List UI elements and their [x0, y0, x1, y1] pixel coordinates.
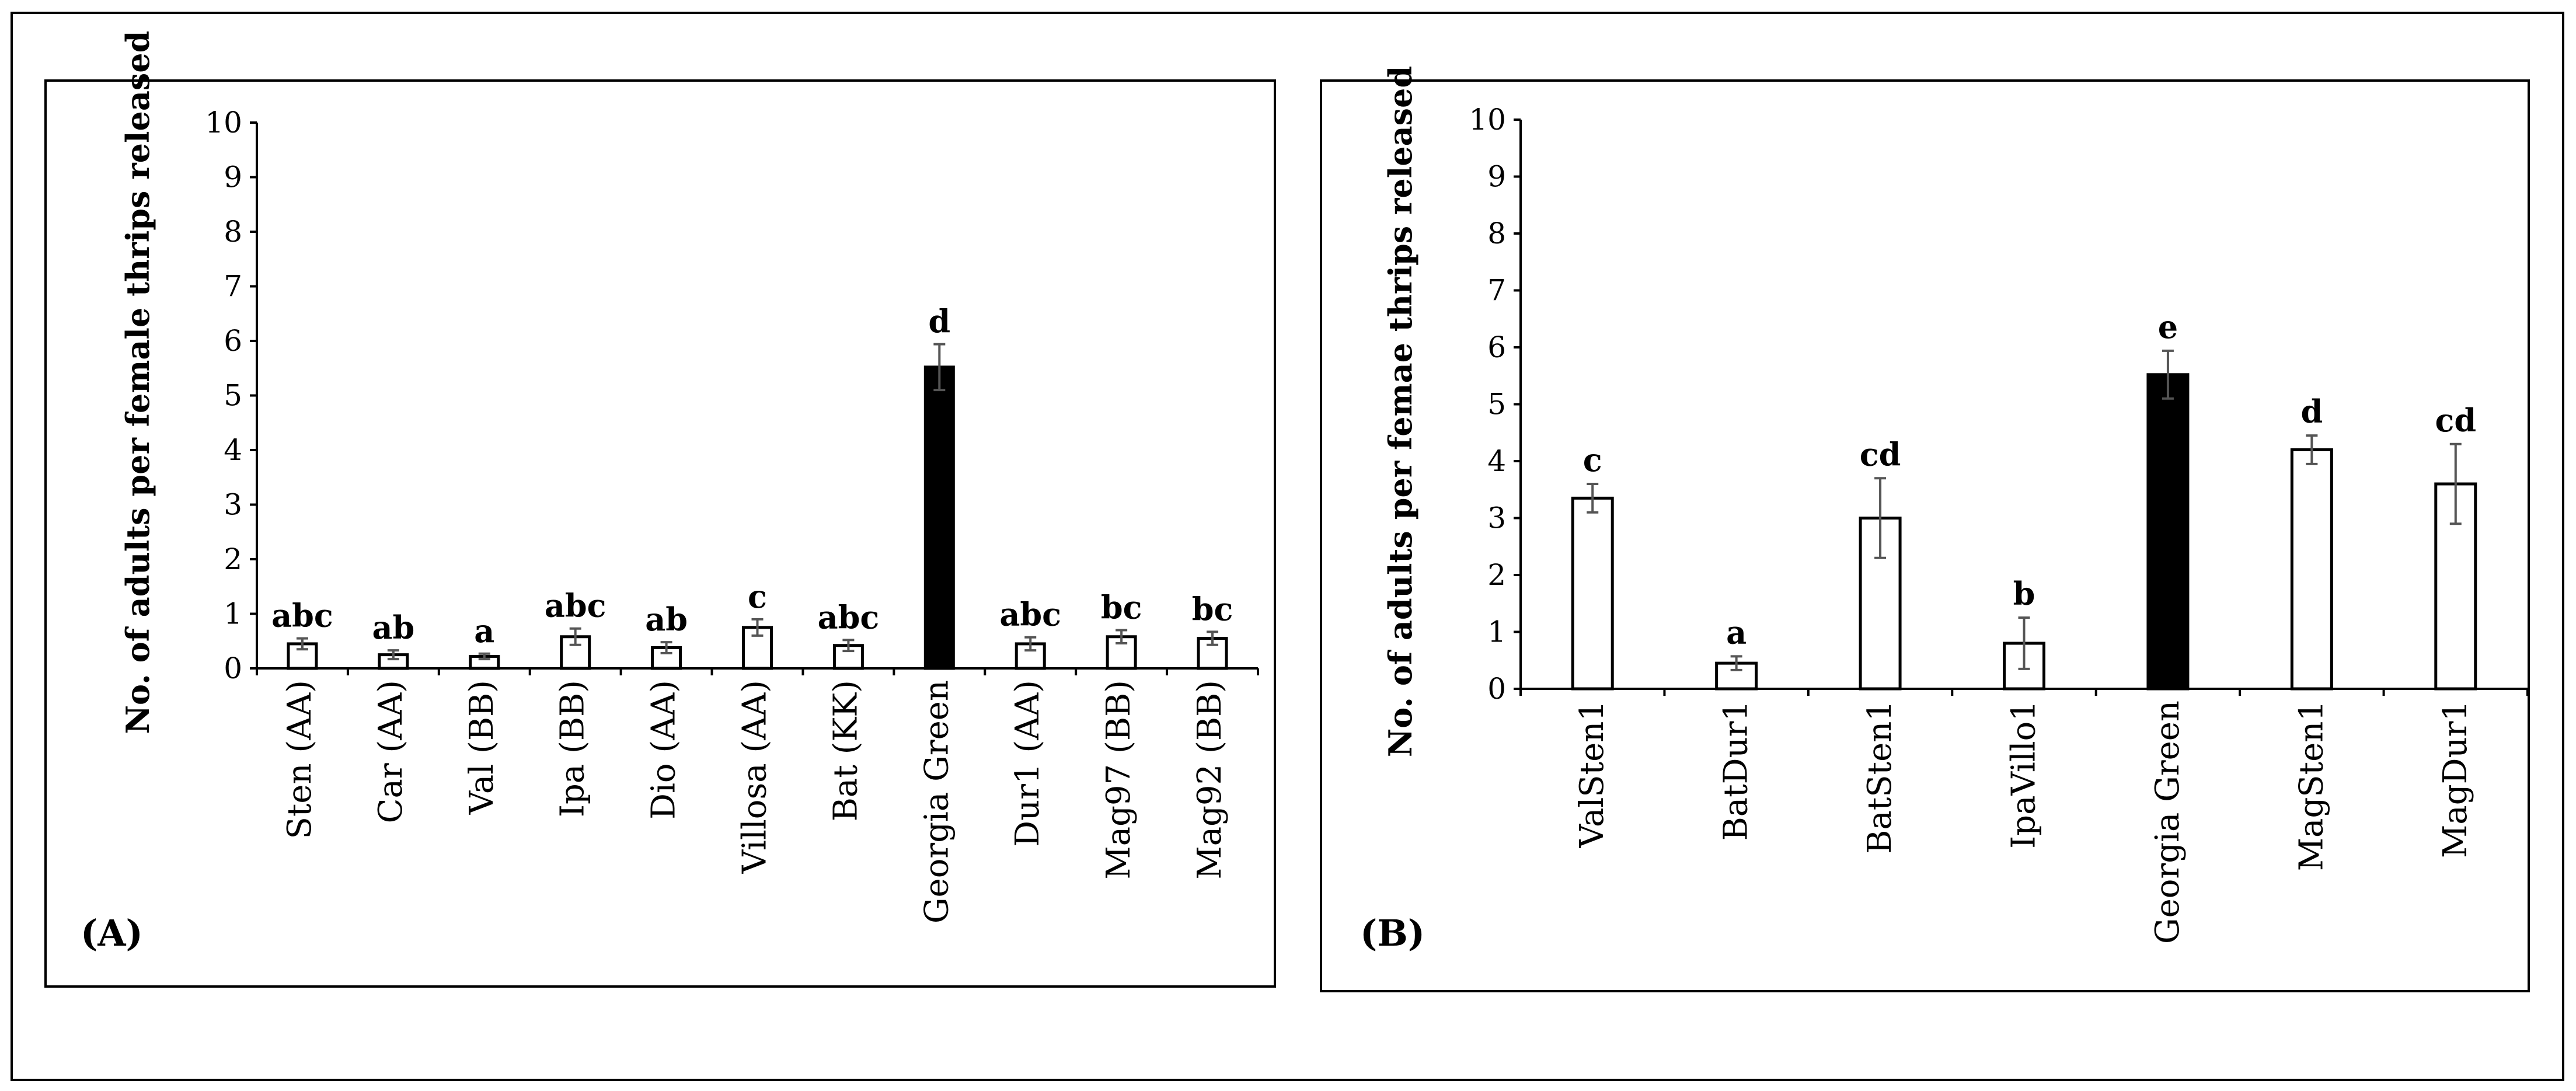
chart-a-significance-label: ab — [645, 601, 688, 638]
chart-b-category-label: MagSten1 — [2292, 700, 2330, 871]
chart-a-y-tick-label: 5 — [224, 379, 242, 413]
chart-b-bar — [1571, 496, 1614, 691]
chart-a-y-tick-label: 9 — [224, 161, 242, 194]
chart-b-category-label: ValSten1 — [1573, 700, 1611, 848]
chart-b-y-tick-label: 2 — [1487, 558, 1506, 592]
chart-b-category-label: BatDur1 — [1717, 700, 1755, 841]
chart-a-category-label: Georgia Green — [918, 680, 956, 923]
chart-b-y-tick-label: 1 — [1487, 615, 1506, 649]
chart-a-significance-label: d — [928, 303, 950, 340]
chart-a-category-label: Dur1 (AA) — [1009, 680, 1047, 847]
chart-a-category-label: Bat (KK) — [827, 680, 865, 821]
chart-a-significance-label: abc — [271, 597, 333, 635]
chart-a-category-label: Dio (AA) — [645, 680, 683, 820]
chart-a-y-tick-label: 6 — [224, 324, 242, 358]
chart-a-significance-label: c — [748, 578, 767, 615]
chart-b: No. of adults per femae thrips released … — [1360, 66, 2529, 954]
chart-a-significance-label: abc — [999, 596, 1061, 633]
chart-a-category-label: Sten (AA) — [281, 680, 319, 839]
chart-a-y-axis-label: No. of adults per female thrips released — [119, 31, 156, 734]
chart-b-y-tick-label: 0 — [1487, 672, 1506, 706]
chart-a-y-tick-label: 7 — [224, 270, 242, 304]
chart-b-category-label: Georgia Green — [2149, 700, 2187, 944]
chart-b-significance-label: e — [2158, 308, 2178, 346]
chart-b-y-tick-label: 9 — [1487, 160, 1506, 194]
chart-b-significance-label: b — [2013, 575, 2035, 612]
chart-b-significance-label: d — [2300, 393, 2323, 430]
chart-a-y-tick-label: 4 — [224, 433, 242, 467]
chart-b-significance-label: cd — [1860, 435, 1901, 473]
chart-a-y-tick-label: 1 — [224, 597, 242, 631]
chart-b-y-tick-label: 3 — [1487, 501, 1506, 535]
chart-b-y-tick-label: 5 — [1487, 388, 1506, 421]
chart-a-y-tick-label: 2 — [224, 542, 242, 576]
chart-b-bar — [2146, 373, 2190, 691]
chart-a-category-label: Mag92 (BB) — [1191, 680, 1229, 880]
chart-a-bar — [923, 365, 955, 670]
chart-b-panel-label: (B) — [1360, 912, 1425, 954]
chart-a-category-label: Val (BB) — [463, 680, 501, 815]
chart-b-y-tick-label: 10 — [1469, 103, 1506, 137]
chart-b-bar — [2290, 448, 2333, 691]
chart-b-category-label: BatSten1 — [1861, 700, 1899, 854]
chart-b-significance-label: a — [1726, 614, 1747, 651]
chart-a-y-tick-label: 8 — [224, 215, 242, 249]
chart-a-category-label: Ipa (BB) — [554, 680, 592, 817]
chart-a-category-label: Car (AA) — [372, 680, 410, 823]
chart-a-category-label: Villosa (AA) — [736, 680, 774, 874]
chart-a-significance-label: a — [474, 612, 494, 650]
chart-a-y-tick-label: 0 — [224, 651, 242, 685]
chart-a-bar — [560, 635, 591, 670]
chart-a-significance-label: bc — [1192, 590, 1233, 628]
chart-a-panel-label: (A) — [81, 912, 143, 954]
chart-b-category-label: MagDur1 — [2436, 700, 2474, 858]
chart-a-significance-label: ab — [372, 609, 414, 646]
chart-b-y-tick-label: 6 — [1487, 330, 1506, 364]
chart-b-category-label: IpaVillo1 — [2005, 700, 2043, 849]
chart-b-significance-label: c — [1583, 441, 1602, 479]
chart-b-significance-label: cd — [2435, 402, 2476, 439]
chart-b-y-tick-label: 8 — [1487, 217, 1506, 250]
chart-b-bar — [2434, 482, 2477, 691]
chart-a-significance-label: abc — [818, 598, 880, 636]
chart-a-y-tick-label: 10 — [205, 106, 242, 140]
chart-b-y-tick-label: 4 — [1487, 444, 1506, 478]
chart-a-category-label: Mag97 (BB) — [1100, 680, 1138, 880]
chart-a: No. of adults per female thrips released… — [81, 31, 1259, 954]
chart-b-y-axis-label: No. of adults per femae thrips released — [1382, 66, 1419, 757]
chart-b-y-tick-label: 7 — [1487, 274, 1506, 308]
chart-a-significance-label: bc — [1101, 589, 1142, 626]
chart-a-y-tick-label: 3 — [224, 488, 242, 522]
chart-a-significance-label: abc — [545, 587, 606, 625]
